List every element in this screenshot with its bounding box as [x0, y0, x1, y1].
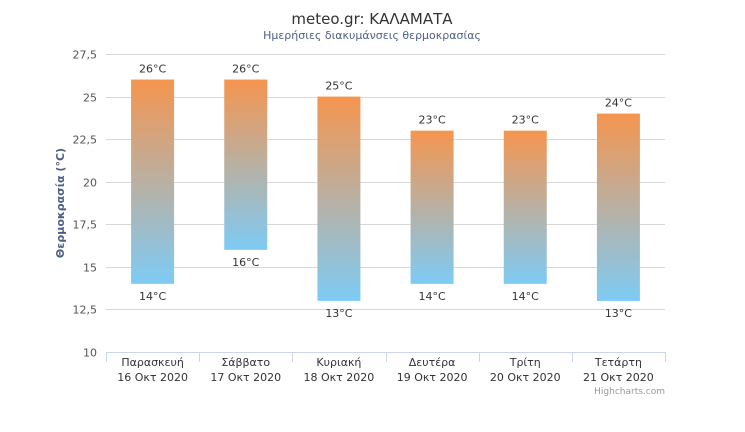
data-labels: 26°C 14°C 26°C 16°C 25°C 13°C 23°C 14°C 23°C 14°C… [139, 63, 632, 320]
y-tick-label: 15 [83, 262, 97, 275]
low-value-label: 14°C [139, 290, 166, 303]
x-tick-date-label: 17 Οκτ 2020 [210, 371, 281, 384]
range-bar[interactable] [503, 130, 547, 284]
y-tick-label: 22,5 [73, 134, 98, 147]
x-axis: Παρασκευή 16 Οκτ 2020 Σάββατο 17 Οκτ 2020 Κυ… [106, 352, 666, 384]
x-tick-date-label: 18 Οκτ 2020 [304, 371, 375, 384]
range-bar[interactable] [317, 96, 361, 301]
x-tick-day-label: Τρίτη [509, 356, 541, 369]
high-value-label: 23°C [512, 114, 539, 127]
high-value-label: 25°C [325, 80, 352, 93]
y-tick-label: 17,5 [73, 219, 98, 232]
range-bars [131, 79, 640, 301]
range-bar[interactable] [596, 113, 640, 301]
y-axis-ticks: 10 12,5 15 17,5 20 22,5 25 27,5 [73, 49, 98, 360]
high-value-label: 26°C [232, 63, 259, 76]
x-tick-day-label: Τετάρτη [594, 356, 642, 369]
range-bar[interactable] [410, 130, 454, 284]
chart-subtitle: Ημερήσιες διακυμάνσεις θερμοκρασίας [263, 29, 481, 42]
grid-lines [106, 54, 665, 310]
x-tick-date-label: 21 Οκτ 2020 [583, 371, 654, 384]
x-tick-day-label: Δευτέρα [409, 356, 456, 369]
credits-link[interactable]: Highcharts.com [594, 387, 665, 397]
range-bar[interactable] [131, 79, 175, 284]
x-tick-day-label: Κυριακή [316, 356, 361, 369]
high-value-label: 26°C [139, 63, 166, 76]
y-tick-label: 25 [83, 92, 97, 105]
low-value-label: 13°C [605, 307, 632, 320]
x-tick-date-label: 16 Οκτ 2020 [117, 371, 188, 384]
range-bar[interactable] [224, 79, 268, 250]
x-tick-date-label: 19 Οκτ 2020 [397, 371, 468, 384]
high-value-label: 24°C [605, 97, 632, 110]
y-tick-label: 20 [83, 177, 97, 190]
y-tick-label: 10 [83, 347, 97, 360]
y-tick-label: 27,5 [73, 49, 98, 62]
low-value-label: 14°C [418, 290, 445, 303]
low-value-label: 16°C [232, 256, 259, 269]
x-tick-day-label: Παρασκευή [121, 356, 184, 369]
low-value-label: 14°C [512, 290, 539, 303]
x-tick-date-label: 20 Οκτ 2020 [490, 371, 561, 384]
x-tick-day-label: Σάββατο [221, 356, 270, 369]
y-tick-label: 12,5 [73, 304, 98, 317]
chart-title: meteo.gr: ΚΑΛΑΜΑΤΑ [291, 10, 453, 28]
low-value-label: 13°C [325, 307, 352, 320]
y-axis-label: Θερμοκρασία (°C) [54, 148, 67, 258]
high-value-label: 23°C [418, 114, 445, 127]
